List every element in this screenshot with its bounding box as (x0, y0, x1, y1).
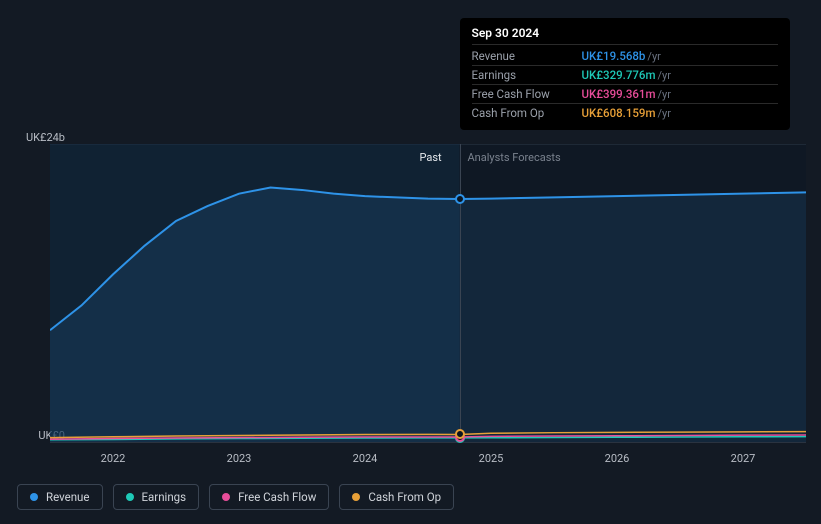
forecast-label: Analysts Forecasts (468, 151, 561, 164)
tooltip-row-label: Cash From Op (472, 106, 582, 120)
x-axis-label: 2023 (227, 452, 252, 465)
x-axis-label: 2022 (101, 452, 126, 465)
chart-cursor-line (460, 144, 461, 442)
tooltip-row: Cash From OpUK£608.159m/yr (472, 104, 778, 122)
legend-item[interactable]: Revenue (17, 484, 103, 510)
legend-dot (126, 493, 134, 501)
past-label: Past (420, 151, 442, 164)
tooltip-row-value: UK£399.361m (582, 87, 656, 101)
tooltip-row-value: UK£608.159m (582, 106, 656, 120)
tooltip-row-label: Free Cash Flow (472, 87, 582, 101)
x-axis-label: 2027 (731, 452, 756, 465)
tooltip-row-label: Earnings (472, 68, 582, 82)
tooltip-row-unit: /yr (658, 107, 671, 120)
tooltip-row-unit: /yr (658, 69, 671, 82)
legend-label: Revenue (46, 490, 90, 504)
legend-dot (352, 493, 360, 501)
legend-item[interactable]: Earnings (113, 484, 200, 510)
financials-chart: UK£24bUK£0 Past Analysts Forecasts 20222… (17, 0, 805, 470)
tooltip-row: RevenueUK£19.568b/yr (472, 47, 778, 66)
tooltip-row: Free Cash FlowUK£399.361m/yr (472, 85, 778, 104)
legend-item[interactable]: Cash From Op (339, 484, 454, 510)
tooltip-date: Sep 30 2024 (472, 26, 778, 45)
legend-label: Free Cash Flow (238, 490, 316, 504)
chart-marker-cfo (455, 429, 465, 439)
legend-item[interactable]: Free Cash Flow (209, 484, 329, 510)
tooltip-row-unit: /yr (658, 88, 671, 101)
legend-label: Cash From Op (368, 490, 441, 504)
chart-marker-revenue (455, 194, 465, 204)
x-axis-label: 2026 (605, 452, 630, 465)
tooltip-row: EarningsUK£329.776m/yr (472, 66, 778, 85)
tooltip-row-unit: /yr (647, 50, 660, 63)
tooltip-row-label: Revenue (472, 49, 582, 63)
chart-legend: Revenue Earnings Free Cash Flow Cash From O… (17, 484, 454, 510)
chart-plot-area[interactable] (50, 144, 806, 442)
tooltip-row-value: UK£19.568b (582, 49, 646, 63)
tooltip-row-value: UK£329.776m (582, 68, 656, 82)
legend-dot (222, 493, 230, 501)
legend-label: Earnings (142, 490, 187, 504)
legend-dot (30, 493, 38, 501)
chart-tooltip: Sep 30 2024 RevenueUK£19.568b/yrEarnings… (460, 18, 790, 130)
x-axis-label: 2024 (353, 452, 378, 465)
x-axis-label: 2025 (479, 452, 504, 465)
y-axis-label: UK£24b (26, 131, 65, 144)
gridline (50, 442, 806, 443)
